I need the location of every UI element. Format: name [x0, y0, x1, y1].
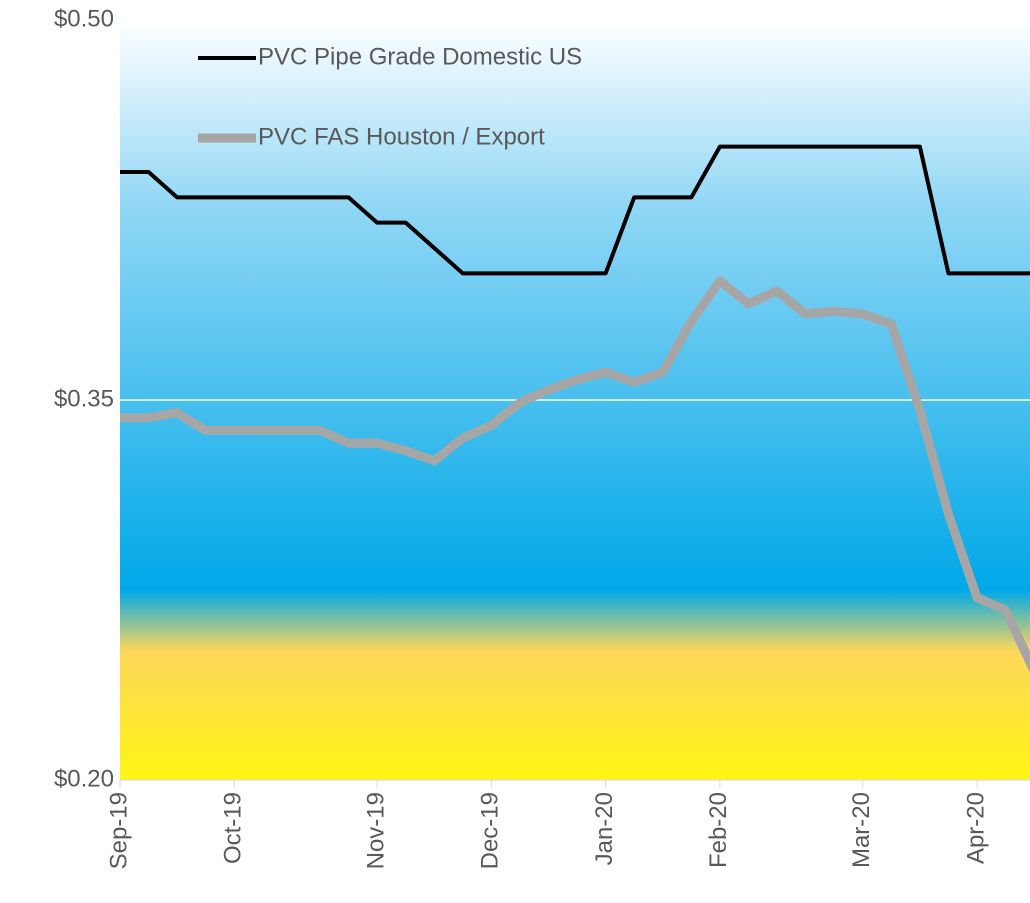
x-tick-label: Apr-20: [962, 792, 989, 864]
x-tick-label: Nov-19: [362, 792, 389, 869]
legend-label: PVC FAS Houston / Export: [258, 123, 545, 150]
y-tick-label: $0.50: [54, 5, 114, 32]
x-tick-label: Dec-19: [477, 792, 504, 869]
x-tick-label: Jan-20: [591, 792, 618, 865]
y-tick-label: $0.35: [54, 385, 114, 412]
series-line: [120, 144, 1030, 276]
x-tick-label: Feb-20: [705, 792, 732, 868]
series-line: [120, 276, 1030, 673]
plot-lines: [120, 144, 1030, 673]
x-tick-label: Mar-20: [848, 792, 875, 868]
x-tick-label: Sep-19: [105, 792, 132, 869]
x-tick-label: Oct-19: [220, 792, 247, 864]
y-tick-label: $0.20: [54, 765, 114, 792]
legend-label: PVC Pipe Grade Domestic US: [258, 43, 582, 70]
